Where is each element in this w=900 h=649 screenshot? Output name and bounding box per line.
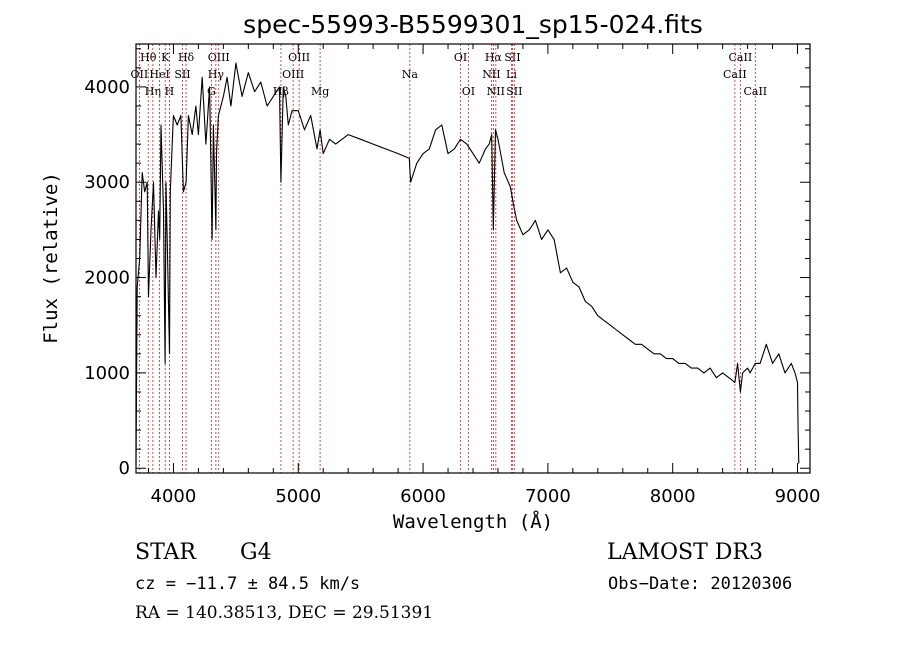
line-marker-label: OIII	[208, 51, 230, 64]
line-marker-label: G	[207, 85, 216, 98]
line-marker-label: SII	[504, 51, 520, 64]
x-tick-label: 5000	[275, 486, 321, 507]
line-marker-label: Hη	[145, 85, 161, 98]
line-marker-label: Hβ	[273, 85, 289, 98]
line-marker-label: CaII	[723, 68, 747, 81]
line-marker-label: Mg	[311, 85, 329, 98]
x-axis-label: Wavelength (Å)	[393, 510, 553, 533]
x-tick-label: 9000	[775, 486, 821, 507]
line-marker-label: H	[165, 85, 175, 98]
x-tick-label: 4000	[151, 486, 197, 507]
line-marker-label: Hθ	[140, 51, 157, 64]
line-marker-label: Hδ	[178, 51, 195, 64]
x-tick-label: 8000	[650, 486, 696, 507]
y-tick-label: 2000	[84, 268, 130, 289]
line-marker-label: NII	[487, 85, 505, 98]
obs-date: Obs−Date: 20120306	[608, 574, 793, 594]
line-marker-label: Na	[402, 68, 419, 81]
line-marker-label: SII	[174, 68, 190, 81]
line-marker-label: Hα	[485, 51, 503, 64]
spectrum-series	[135, 62, 800, 464]
line-marker-label: OII	[131, 68, 149, 81]
line-marker-label: K	[161, 51, 170, 64]
x-tick-label: 6000	[400, 486, 446, 507]
line-marker-label: Li	[506, 68, 517, 81]
line-marker-label: NII	[482, 68, 500, 81]
line-marker-label: OI	[454, 51, 467, 64]
line-marker-label: SII	[506, 85, 522, 98]
line-marker-label: HeI	[149, 68, 169, 81]
plot-frame	[135, 43, 811, 474]
redshift-info: cz = −11.7 ± 84.5 km/s	[135, 574, 361, 594]
line-marker-label: CaII	[729, 51, 753, 64]
y-tick-label: 1000	[84, 363, 130, 384]
line-marker-label: OIII	[282, 68, 304, 81]
line-marker-label: CaII	[743, 85, 767, 98]
chart-title: spec-55993-B5599301_sp15-024.fits	[243, 10, 703, 39]
y-axis-label: Flux (relative)	[40, 172, 62, 344]
y-tick-label: 0	[119, 458, 130, 479]
object-subclass: G4	[240, 540, 272, 565]
line-markers: Hθ OII Hη K HeI H Hδ SII OIII Hγ G OIII OIII Hβ Mg Na OI…	[131, 44, 767, 473]
line-marker-label: OI	[462, 85, 475, 98]
survey-name: LAMOST DR3	[607, 540, 763, 565]
y-tick-label: 3000	[84, 172, 130, 193]
line-marker-label: Hγ	[208, 68, 225, 81]
x-tick-label: 7000	[525, 486, 571, 507]
axis-ticks: 4000 5000 6000 7000 8000 9000 0 1000 2000 3000 400…	[84, 44, 820, 507]
object-class: STAR	[135, 540, 196, 565]
coordinates: RA = 140.38513, DEC = 29.51391	[135, 603, 434, 623]
spectrum-line	[135, 62, 800, 464]
y-tick-label: 4000	[84, 77, 130, 98]
line-marker-label: OIII	[288, 51, 310, 64]
